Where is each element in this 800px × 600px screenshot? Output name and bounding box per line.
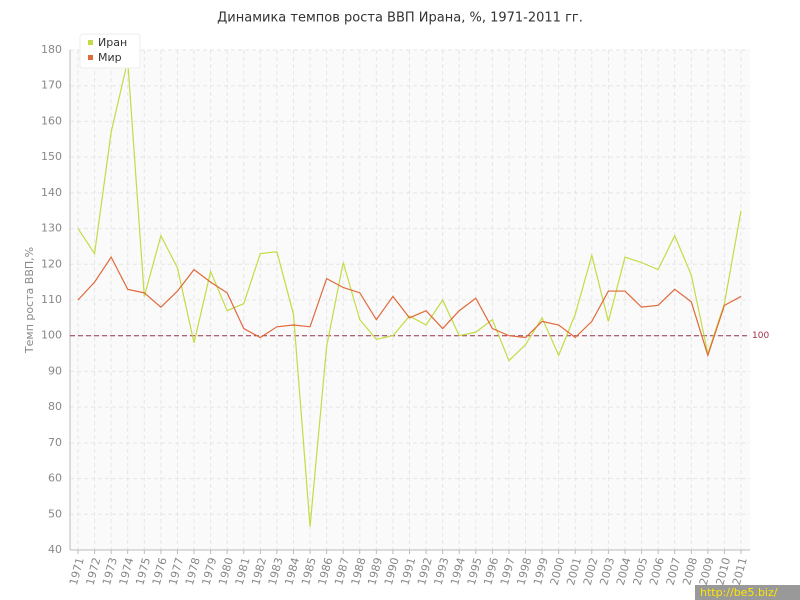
y-tick-label: 150	[41, 150, 62, 163]
watermark-bg	[695, 585, 800, 600]
y-tick-label: 180	[41, 43, 62, 56]
y-tick-label: 120	[41, 257, 62, 270]
y-tick-label: 40	[48, 543, 62, 556]
legend: Иран Мир	[79, 33, 141, 69]
y-tick-label: 160	[41, 114, 62, 127]
legend-swatch	[88, 40, 93, 45]
y-tick-label: 50	[48, 507, 62, 520]
series-line	[77, 60, 742, 527]
y-tick-label: 140	[41, 186, 62, 199]
chart-title: Динамика темпов роста ВВП Ирана, %, 1971…	[217, 11, 583, 26]
y-tick-label: 60	[48, 472, 62, 485]
y-axis-label: Темп роста ВВП,%	[23, 247, 36, 354]
reference-label: 100	[752, 331, 769, 341]
watermark: http://be5.biz/	[700, 586, 778, 599]
y-tick-label: 80	[48, 400, 62, 413]
y-tick-label: 70	[48, 436, 62, 449]
y-tick-label: 90	[48, 364, 62, 377]
y-tick-label: 170	[41, 79, 62, 92]
y-tick-label: 100	[41, 329, 62, 342]
legend-label: Иран	[98, 36, 127, 49]
series-line	[77, 255, 742, 358]
legend-box	[79, 33, 141, 69]
legend-label: Мир	[98, 51, 122, 64]
legend-swatch	[88, 55, 93, 60]
y-tick-label: 130	[41, 222, 62, 235]
y-tick-label: 110	[41, 293, 62, 306]
